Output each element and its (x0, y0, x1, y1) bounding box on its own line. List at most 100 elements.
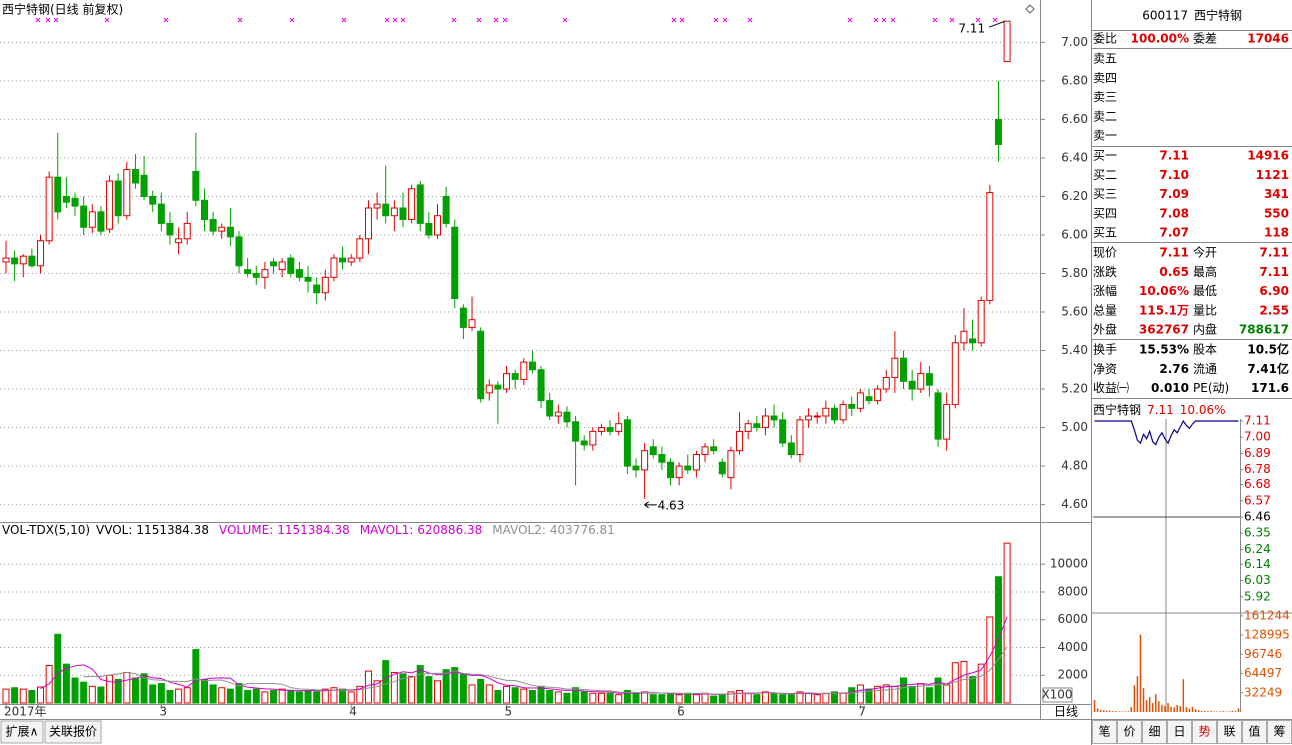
row-label: 净资 (1093, 362, 1117, 376)
candle-body (736, 430, 744, 452)
y-tick-label: 5.00 (1061, 420, 1088, 434)
row-label: 今开 (1193, 245, 1217, 260)
volume-bar (882, 684, 890, 704)
volume-bar (718, 694, 726, 704)
volume-bar (399, 673, 407, 704)
tab-label[interactable]: 细 (1148, 725, 1160, 739)
candle-body (761, 415, 769, 429)
button-label[interactable]: 关联报价 (49, 724, 97, 739)
candle-body (235, 236, 243, 267)
period-label[interactable]: 日线 (1054, 705, 1078, 719)
candle-body (770, 415, 778, 421)
tab-label[interactable]: 价 (1123, 725, 1135, 739)
volume-bar (649, 694, 657, 704)
volume-bar (62, 663, 70, 704)
volume-bar (563, 692, 571, 704)
candle-body (278, 261, 286, 271)
button[interactable] (0, 720, 44, 744)
tab[interactable] (1192, 720, 1217, 744)
row-value: 10.06% (1139, 284, 1189, 298)
volume-bar (934, 677, 942, 704)
volume-bar (157, 683, 165, 704)
candle-body (606, 427, 614, 432)
header-item: VOLUME: (219, 523, 273, 537)
row-value: 1121 (1256, 168, 1289, 182)
row-label: 外盘 (1093, 322, 1117, 337)
volume-bar (131, 677, 139, 704)
row-label: PE(动) (1193, 381, 1229, 395)
candle-body (28, 255, 36, 267)
volume-bar (97, 686, 105, 704)
tab-label[interactable]: 筹 (1273, 725, 1285, 739)
header-item: 620886.38 (417, 523, 482, 537)
period-box[interactable] (1043, 705, 1090, 719)
volume-bar (684, 692, 692, 704)
volume-bar (606, 692, 614, 704)
candle-body (399, 207, 407, 221)
candle-body (856, 392, 864, 409)
volume-bar (779, 694, 787, 704)
button[interactable] (44, 720, 102, 744)
button-label[interactable]: 扩展∧ (6, 725, 39, 739)
candle-body (658, 454, 666, 463)
header-item: 7.11 (1147, 403, 1174, 417)
tab[interactable] (1142, 720, 1167, 744)
tab[interactable] (1242, 720, 1267, 744)
volume-bar (528, 690, 536, 704)
volume-bar (459, 674, 467, 704)
volume-bar (874, 685, 882, 704)
volume-bar (140, 673, 148, 704)
y-tick-label: 64497 (1244, 666, 1282, 680)
tab[interactable] (1092, 720, 1117, 744)
row-label: 最高 (1193, 264, 1217, 279)
row-value: 7.11 (1259, 246, 1289, 260)
tab[interactable] (1117, 720, 1142, 744)
icon[interactable] (1025, 4, 1035, 14)
candle-body (166, 222, 174, 236)
row-value: 7.08 (1159, 206, 1189, 220)
tab-label[interactable]: 值 (1248, 724, 1260, 739)
volume-bar (1003, 542, 1011, 704)
stock-name: 西宁特钢 (1194, 8, 1242, 23)
volume-bar (382, 660, 390, 704)
row-value: 7.11 (1259, 265, 1289, 279)
tab-label[interactable]: 日 (1173, 725, 1185, 739)
volume-bar (848, 687, 856, 704)
volume-bar (339, 688, 347, 704)
row-label: 买二 (1093, 168, 1117, 182)
row-value: 7.11 (1159, 246, 1189, 260)
volume-bar (805, 692, 813, 704)
tab[interactable] (1167, 720, 1192, 744)
y-tick-label: 4.60 (1061, 497, 1088, 511)
tab-label[interactable]: 笔 (1098, 724, 1110, 739)
volume-bar (710, 695, 718, 704)
tab[interactable] (1217, 720, 1242, 744)
volume-bar (744, 692, 752, 704)
tab-label[interactable]: 联 (1223, 725, 1235, 739)
x-tick-label: 3 (159, 705, 167, 719)
candle-body (925, 373, 933, 386)
candle-body (546, 400, 554, 417)
volume-bar (822, 692, 830, 704)
volume-bar (597, 692, 605, 704)
candle-body (641, 450, 649, 471)
volume-bar (54, 633, 62, 704)
candle-body (874, 388, 882, 402)
candle-body (882, 376, 890, 390)
volume-bar (416, 665, 424, 704)
volume-bar (356, 685, 364, 704)
candle-body (114, 180, 122, 217)
candle-body (295, 269, 303, 278)
volume-bar (330, 687, 338, 704)
indicator-header: VOL-TDX(5,10) VVOL: 1151384.38 VOLUME: 11513… (2, 523, 615, 537)
candle-body (390, 207, 398, 217)
volume-bar (692, 694, 700, 704)
volume-bar (192, 649, 200, 704)
row-label: 涨跌 (1093, 264, 1117, 279)
y-tick-label: 6.40 (1061, 150, 1088, 164)
volume-bar (252, 688, 260, 704)
candle-body (563, 411, 571, 423)
tab-label[interactable]: 势 (1198, 725, 1210, 739)
candle-body (80, 205, 88, 228)
candle-body (986, 192, 994, 301)
